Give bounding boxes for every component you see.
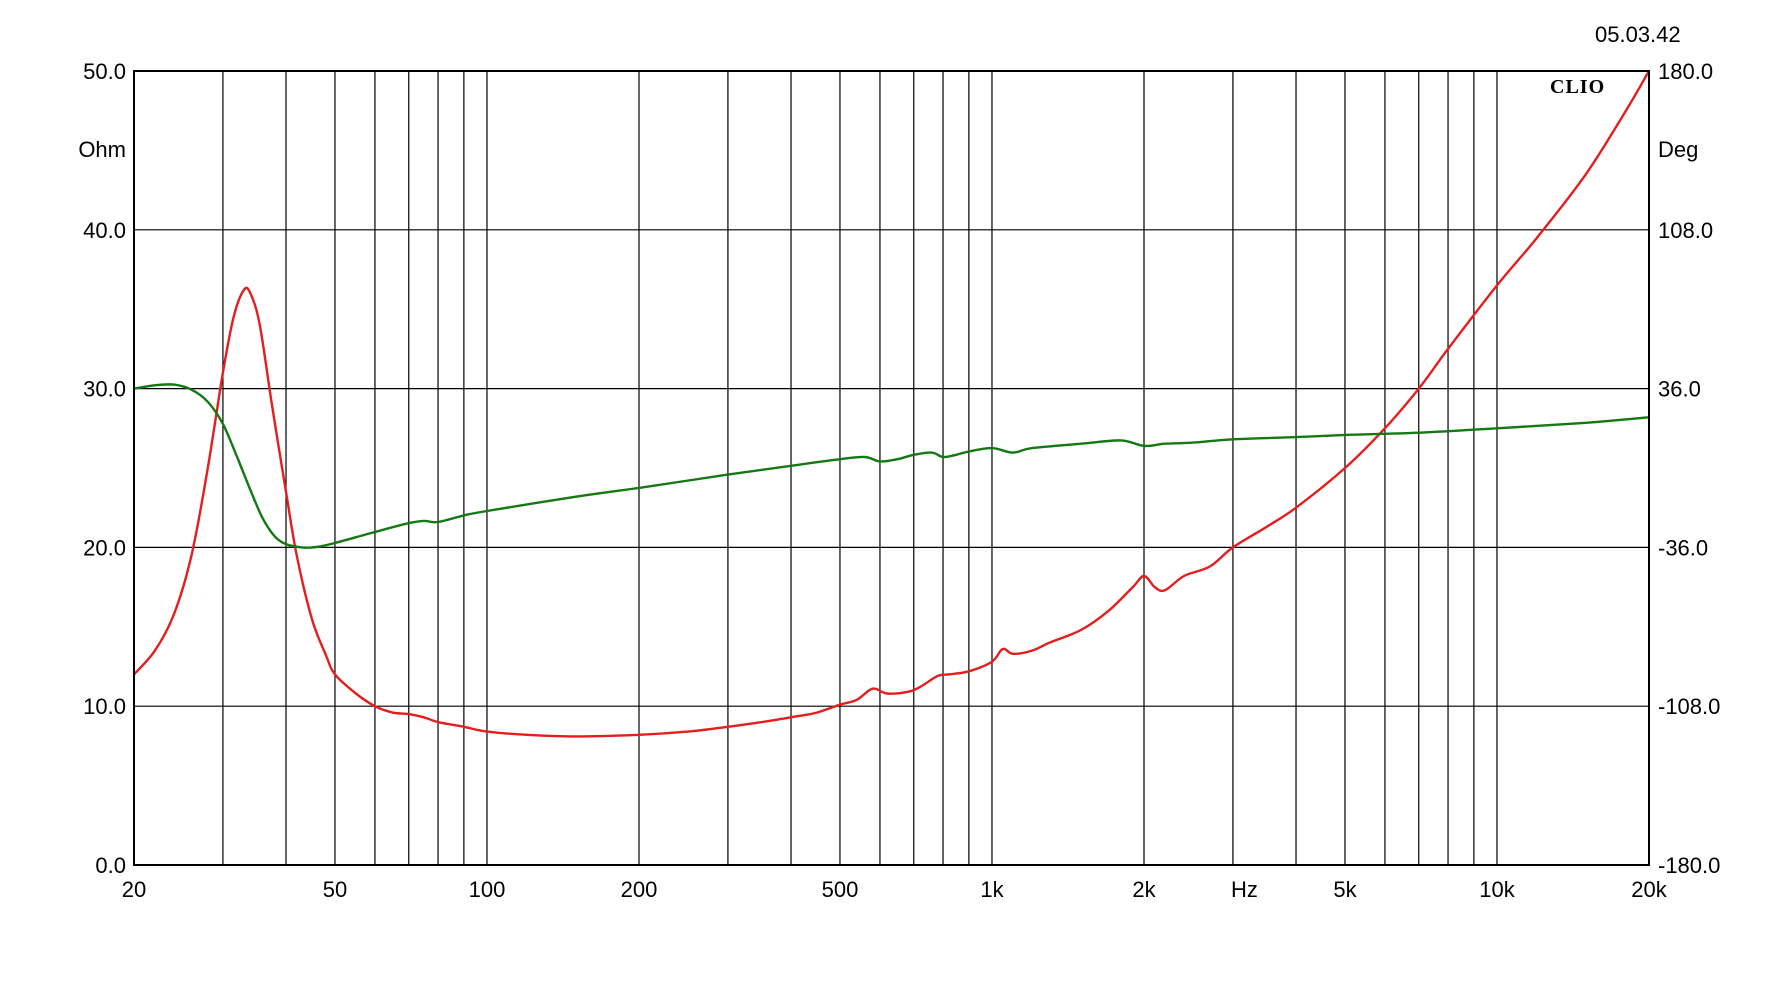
y-right-tick-label: 180.0 [1658,59,1713,84]
x-tick-label: 50 [323,877,347,902]
x-tick-label: 20 [122,877,146,902]
y-right-tick-label: 36.0 [1658,377,1701,402]
y-right-unit-label: Deg [1658,137,1698,162]
x-tick-label: 100 [469,877,506,902]
y-right-tick-label: 108.0 [1658,218,1713,243]
y-left-tick-label: 30.0 [83,377,126,402]
plot-frame [133,70,1650,866]
y-left-tick-label: 20.0 [83,535,126,560]
phase-curve [133,383,1650,549]
axis-labels: 20 50 100 200 500 1k 2k 5k 10k 20k Hz 0.0 10.0 20.0 30… [78,59,1720,902]
x-tick-label: 500 [822,877,859,902]
y-left-unit-label: Ohm [78,137,126,162]
y-right-tick-label: -36.0 [1658,535,1708,560]
y-right-tick-label: -108.0 [1658,694,1720,719]
y-left-tick-label: 10.0 [83,694,126,719]
y-left-tick-label: 0.0 [95,853,126,878]
clio-logo: CLIO [1550,76,1605,98]
x-tick-label: 5k [1333,877,1357,902]
y-left-tick-label: 50.0 [83,59,126,84]
x-unit-label: Hz [1231,877,1258,902]
x-tick-label: 10k [1479,877,1515,902]
y-left-tick-label: 40.0 [83,218,126,243]
x-tick-label: 20k [1631,877,1667,902]
impedance-curve [133,70,1651,738]
y-right-tick-label: -180.0 [1658,853,1720,878]
series-layer [133,70,1651,738]
x-tick-label: 2k [1132,877,1156,902]
x-tick-label: 200 [621,877,658,902]
date-stamp: 05.03.42 [1595,22,1681,47]
x-tick-label: 1k [980,877,1004,902]
